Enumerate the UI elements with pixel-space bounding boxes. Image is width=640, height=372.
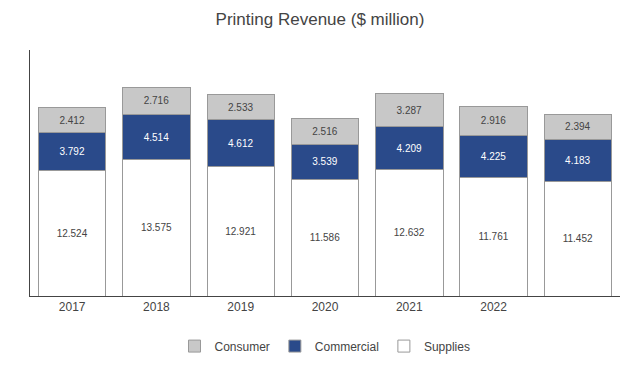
svg-text:Consumer: Consumer <box>215 340 270 354</box>
svg-text:2.916: 2.916 <box>481 115 506 126</box>
svg-text:2019: 2019 <box>227 300 254 314</box>
svg-text:3.792: 3.792 <box>59 146 84 157</box>
svg-text:4.514: 4.514 <box>144 132 169 143</box>
svg-text:4.209: 4.209 <box>397 143 422 154</box>
svg-text:2.716: 2.716 <box>144 95 169 106</box>
svg-text:3.539: 3.539 <box>312 156 337 167</box>
svg-text:11.761: 11.761 <box>478 231 508 242</box>
svg-text:2021: 2021 <box>396 300 423 314</box>
svg-text:2.516: 2.516 <box>312 126 337 137</box>
svg-text:2.412: 2.412 <box>59 115 84 126</box>
svg-text:2020: 2020 <box>312 300 339 314</box>
svg-text:Supplies: Supplies <box>424 340 470 354</box>
svg-text:12.632: 12.632 <box>394 227 425 238</box>
svg-text:12.524: 12.524 <box>57 228 88 239</box>
svg-text:4.612: 4.612 <box>228 138 253 149</box>
svg-text:4.183: 4.183 <box>565 155 590 166</box>
svg-text:Commercial: Commercial <box>315 340 379 354</box>
svg-text:2022: 2022 <box>480 300 507 314</box>
svg-text:11.586: 11.586 <box>310 232 340 243</box>
svg-text:2.394: 2.394 <box>565 121 590 132</box>
svg-text:12.921: 12.921 <box>225 226 256 237</box>
svg-text:13.575: 13.575 <box>141 222 172 233</box>
svg-text:3.287: 3.287 <box>397 105 422 116</box>
svg-text:Printing Revenue ($ million): Printing Revenue ($ million) <box>216 10 425 29</box>
svg-text:11.452: 11.452 <box>563 233 593 244</box>
svg-text:2017: 2017 <box>59 300 86 314</box>
svg-text:4.225: 4.225 <box>481 151 506 162</box>
svg-text:2018: 2018 <box>143 300 170 314</box>
svg-text:2.533: 2.533 <box>228 102 253 113</box>
